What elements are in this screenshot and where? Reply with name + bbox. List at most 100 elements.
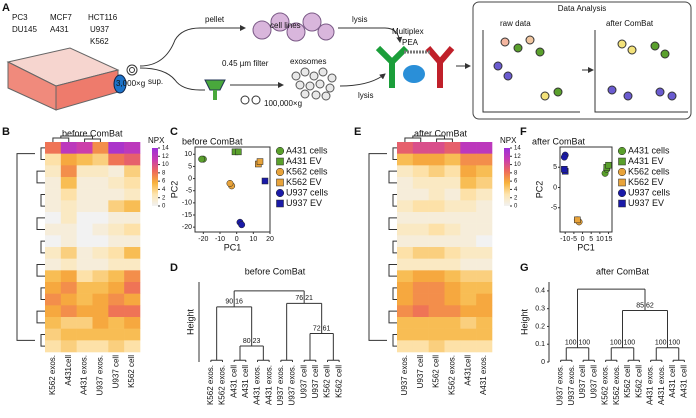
box-label: raw data: [500, 19, 531, 28]
heat-cell: [76, 247, 93, 259]
heat-cell: [76, 317, 93, 329]
heat-cell: [428, 282, 445, 294]
heat-cell: [460, 282, 477, 294]
leaf-label: U937 exos.: [288, 365, 297, 405]
heat-cell: [444, 328, 461, 341]
pea-label: PEA: [402, 38, 419, 47]
heat-cell: [60, 165, 77, 178]
legend-label: U937 EV: [286, 198, 322, 208]
dendrogram-link: [650, 359, 663, 362]
x-tick-label: -10: [215, 236, 225, 243]
dendrogram-link: [233, 290, 305, 307]
heat-cell: [124, 188, 141, 201]
column-label: K562 exos.: [448, 355, 457, 395]
y-tick-label: 0: [553, 184, 557, 191]
bp-value: 100: [669, 340, 681, 347]
colorbar-tick-label: 6: [162, 179, 166, 185]
heat-cell: [397, 305, 414, 318]
heat-cell: [60, 188, 77, 201]
colorbar-tick-label: 0: [514, 204, 518, 210]
panel-title: before ComBat: [62, 128, 123, 138]
heat-cell: [76, 212, 93, 224]
cell-name: A431: [50, 25, 69, 34]
y-tick-label: 0.1: [535, 341, 545, 348]
heat-cell: [428, 200, 445, 213]
y-tick-label: -5: [186, 188, 192, 195]
heat-cell: [108, 270, 125, 283]
heat-cell: [108, 247, 125, 259]
heat-cell: [76, 223, 93, 236]
y-axis-label: Height: [185, 308, 195, 335]
heat-cell: [412, 293, 429, 306]
dendrogram-link: [655, 347, 680, 361]
column-label: A431cell: [463, 355, 472, 386]
y-axis-label: Height: [519, 308, 529, 335]
heat-cell: [460, 270, 477, 283]
heat-cell: [397, 270, 414, 283]
leaf-label: K562 cell: [323, 365, 332, 398]
heat-cell: [76, 235, 93, 248]
dendrogram-link: [309, 333, 334, 361]
heat-cell: [460, 177, 477, 189]
colorbar-tick-label: 4: [514, 187, 518, 193]
heat-cell: [124, 165, 141, 178]
heat-cell: [476, 200, 493, 213]
heat-cell: [428, 270, 445, 283]
legend-label: U937 EV: [628, 198, 664, 208]
heat-cell: [60, 270, 77, 283]
step-label: lysis: [352, 15, 368, 24]
step-label: 0.45 µm filter: [222, 59, 269, 68]
heat-cell: [397, 235, 414, 248]
dendrogram-link: [280, 359, 293, 362]
panel-title: before ComBat: [182, 136, 243, 146]
heat-cell: [92, 142, 109, 154]
heat-cell: [92, 305, 109, 318]
heat-cell: [108, 188, 125, 201]
heat-cell: [60, 212, 77, 224]
legend-marker: [276, 157, 284, 166]
arrow: [139, 67, 205, 91]
heat-cell: [397, 282, 414, 294]
analysis-box: [472, 1, 692, 120]
heat-cell: [92, 258, 109, 271]
legend-label: K562 cells: [286, 166, 328, 176]
heat-cell: [476, 188, 493, 201]
dendrogram-link: [605, 359, 618, 362]
legend-label: U937 cells: [628, 187, 671, 197]
heat-cell: [92, 328, 109, 341]
panel-letter: G: [520, 262, 529, 274]
heat-cell: [460, 317, 477, 329]
colorbar-tick-label: 2: [162, 195, 166, 201]
heat-cell: [92, 188, 109, 201]
heat-cell: [45, 177, 62, 189]
heat-cell: [60, 200, 77, 213]
step-label: sup.: [148, 77, 163, 86]
heat-cell: [45, 153, 62, 166]
heat-cell: [45, 247, 62, 259]
column-label: U937 cell: [416, 355, 425, 389]
heat-cell: [397, 223, 414, 236]
heat-cell: [60, 153, 77, 166]
heat-cell: [60, 177, 77, 189]
heat-cell: [444, 282, 461, 294]
heat-cell: [460, 305, 477, 318]
heat-cell: [412, 165, 429, 178]
arrow: [139, 25, 246, 67]
heat-cell: [108, 340, 125, 353]
heat-cell: [460, 165, 477, 178]
colorbar-tick-label: 4: [162, 187, 166, 193]
panel-letter: C: [170, 126, 178, 138]
heat-cell: [124, 177, 141, 189]
heat-cell: [412, 235, 429, 248]
heat-cell: [108, 235, 125, 248]
y-tick-label: -15: [182, 212, 192, 219]
dendrogram-link: [610, 347, 635, 361]
heat-cell: [428, 340, 445, 353]
legend-marker: [617, 167, 627, 177]
y-tick-label: -20: [182, 224, 192, 231]
heat-cell: [444, 212, 461, 224]
heat-cell: [92, 177, 109, 189]
heat-cell: [108, 282, 125, 294]
heat-cell: [476, 247, 493, 259]
heat-cell: [397, 142, 414, 154]
